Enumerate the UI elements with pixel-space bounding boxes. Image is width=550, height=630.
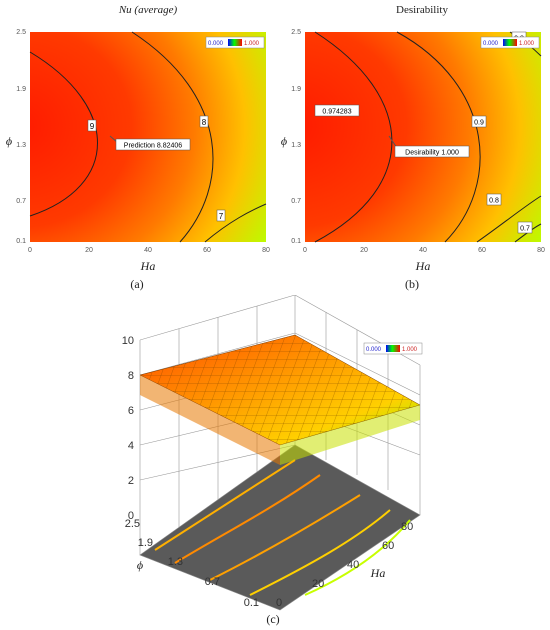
svg-text:60: 60 bbox=[203, 247, 211, 254]
svg-text:60: 60 bbox=[382, 540, 394, 552]
panel-a-xlabel: Ha bbox=[140, 259, 156, 273]
legend-c-colorbar bbox=[386, 345, 400, 352]
svg-text:1.9: 1.9 bbox=[16, 86, 26, 93]
svg-text:20: 20 bbox=[85, 247, 93, 254]
svg-text:0.7: 0.7 bbox=[205, 576, 220, 588]
svg-text:0.7: 0.7 bbox=[291, 198, 301, 205]
contour-label-9: 9 bbox=[90, 122, 95, 131]
contour-label-8: 8 bbox=[202, 118, 207, 127]
panel-b-contour-plot: 0.974283 0.9 0.8 0.7 0.8 Desirability 1.… bbox=[281, 29, 545, 273]
legend-b-min: 0.000 bbox=[483, 41, 499, 47]
panel-a-contour-plot: 9 8 7 Prediction 8.82406 0.000 1.000 2.5… bbox=[6, 29, 270, 273]
legend-a-min: 0.000 bbox=[208, 41, 224, 47]
svg-text:80: 80 bbox=[537, 247, 545, 254]
panel-b-caption: (b) bbox=[405, 277, 419, 291]
contour-7 bbox=[204, 203, 267, 243]
svg-text:40: 40 bbox=[419, 247, 427, 254]
prediction-label: Prediction 8.82406 bbox=[124, 143, 182, 150]
contour-9 bbox=[29, 51, 98, 217]
svg-text:1.3: 1.3 bbox=[16, 142, 26, 149]
svg-text:0.7: 0.7 bbox=[16, 198, 26, 205]
panel-b-xlabel: Ha bbox=[415, 259, 431, 273]
svg-text:0.1: 0.1 bbox=[244, 597, 259, 609]
svg-text:6: 6 bbox=[128, 405, 134, 417]
panel-b-title: Desirability bbox=[396, 4, 448, 16]
svg-text:0.1: 0.1 bbox=[291, 238, 301, 245]
legend-b-colorbar bbox=[503, 39, 517, 46]
panel-c-floor bbox=[139, 444, 421, 611]
svg-text:1.3: 1.3 bbox=[291, 142, 301, 149]
panel-b-plot-area bbox=[305, 32, 541, 242]
panel-a-title: Nu (average) bbox=[118, 4, 178, 16]
svg-text:0: 0 bbox=[303, 247, 307, 254]
panel-a-caption: (a) bbox=[130, 277, 144, 291]
contour-label-0.9: 0.9 bbox=[474, 120, 484, 127]
desirability-label: Desirability 1.000 bbox=[405, 150, 459, 157]
svg-text:60: 60 bbox=[478, 247, 486, 254]
contour-0.8 bbox=[476, 195, 542, 243]
svg-text:0.1: 0.1 bbox=[16, 238, 26, 245]
svg-text:80: 80 bbox=[401, 521, 413, 533]
legend-c-max: 1.000 bbox=[402, 347, 418, 353]
svg-text:8: 8 bbox=[128, 370, 134, 382]
svg-text:1.9: 1.9 bbox=[138, 537, 153, 549]
peak-label: 0.974283 bbox=[322, 109, 351, 116]
panel-c-caption: (c) bbox=[266, 612, 280, 626]
svg-text:1.9: 1.9 bbox=[291, 86, 301, 93]
panel-a-ylabel: ϕ bbox=[6, 134, 12, 148]
svg-text:80: 80 bbox=[262, 247, 270, 254]
svg-text:2.5: 2.5 bbox=[16, 29, 26, 36]
legend-b-max: 1.000 bbox=[519, 41, 535, 47]
legend-a-colorbar bbox=[228, 39, 242, 46]
panel-c-surface-plot: 0.000 1.000 10 8 6 4 2 0 Nu (average) 2.… bbox=[122, 295, 423, 611]
contour-0.9 bbox=[396, 31, 481, 243]
legend-a-max: 1.000 bbox=[244, 41, 260, 47]
svg-text:40: 40 bbox=[347, 559, 359, 571]
svg-text:1.3: 1.3 bbox=[168, 556, 183, 568]
svg-text:10: 10 bbox=[122, 335, 134, 347]
svg-text:4: 4 bbox=[128, 440, 134, 452]
svg-text:20: 20 bbox=[360, 247, 368, 254]
svg-text:0: 0 bbox=[28, 247, 32, 254]
contour-label-0.8: 0.8 bbox=[489, 198, 499, 205]
svg-text:2.5: 2.5 bbox=[125, 518, 140, 530]
legend-c-min: 0.000 bbox=[366, 347, 382, 353]
svg-text:40: 40 bbox=[144, 247, 152, 254]
svg-text:2.5: 2.5 bbox=[291, 29, 301, 36]
svg-text:2: 2 bbox=[128, 475, 134, 487]
panel-c-xlabel: Ha bbox=[370, 566, 386, 580]
contour-8 bbox=[131, 31, 214, 243]
contour-label-0.7: 0.7 bbox=[520, 226, 530, 233]
svg-text:0: 0 bbox=[276, 597, 282, 609]
contour-label-7: 7 bbox=[219, 212, 224, 221]
svg-text:0: 0 bbox=[128, 510, 134, 522]
panel-b-ylabel: ϕ bbox=[281, 134, 287, 148]
panel-c-ylabel: ϕ bbox=[137, 558, 143, 572]
svg-text:20: 20 bbox=[312, 578, 324, 590]
panel-a-plot-area bbox=[30, 32, 266, 242]
